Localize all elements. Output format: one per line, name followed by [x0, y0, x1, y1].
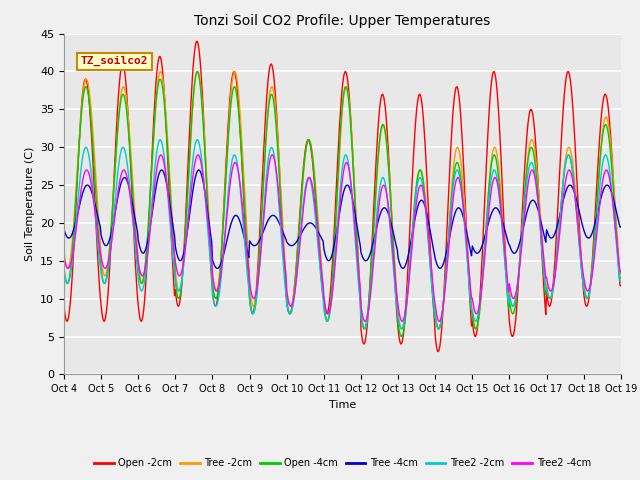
X-axis label: Time: Time — [329, 400, 356, 409]
Y-axis label: Soil Temperature (C): Soil Temperature (C) — [24, 147, 35, 261]
Tree -2cm — [60, 247, 68, 253]
Open -4cm — [60, 265, 68, 271]
Open -2cm — [389, 235, 397, 241]
Open -4cm — [335, 161, 342, 167]
Open -4cm — [445, 235, 452, 241]
Open -2cm — [193, 38, 201, 44]
Tree2 -2cm — [207, 264, 215, 269]
Tree2 -4cm — [335, 218, 342, 224]
Line: Open -2cm: Open -2cm — [64, 41, 621, 352]
Tree2 -2cm — [335, 206, 342, 212]
Legend: Open -2cm, Tree -2cm, Open -4cm, Tree -4cm, Tree2 -2cm, Tree2 -4cm: Open -2cm, Tree -2cm, Open -4cm, Tree -4… — [90, 454, 595, 472]
Title: Tonzi Soil CO2 Profile: Upper Temperatures: Tonzi Soil CO2 Profile: Upper Temperatur… — [195, 14, 490, 28]
Tree -2cm — [617, 271, 625, 276]
Tree2 -2cm — [183, 226, 191, 231]
Open -4cm — [193, 69, 201, 74]
Line: Tree -4cm: Tree -4cm — [64, 170, 621, 268]
Open -4cm — [397, 334, 405, 339]
Tree2 -4cm — [390, 257, 397, 263]
Tree2 -2cm — [445, 240, 452, 245]
Tree -2cm — [568, 151, 575, 156]
Open -2cm — [435, 349, 442, 355]
Open -4cm — [568, 160, 575, 166]
Tree2 -2cm — [617, 279, 625, 285]
Open -4cm — [182, 216, 190, 222]
Open -2cm — [335, 141, 342, 147]
Tree2 -2cm — [156, 137, 164, 143]
Tree2 -4cm — [207, 248, 215, 253]
Tree2 -4cm — [157, 152, 164, 158]
Tree -2cm — [183, 204, 191, 210]
Open -4cm — [389, 233, 397, 239]
Tree -4cm — [445, 240, 452, 246]
Line: Open -4cm: Open -4cm — [64, 72, 621, 336]
Tree -4cm — [568, 183, 575, 189]
Tree2 -4cm — [60, 254, 68, 260]
Open -4cm — [617, 276, 625, 281]
Open -4cm — [207, 259, 215, 265]
Tree2 -4cm — [361, 318, 369, 324]
Tree -4cm — [183, 231, 191, 237]
Tree2 -2cm — [568, 160, 575, 166]
Tree2 -2cm — [390, 267, 397, 273]
Tree -4cm — [213, 265, 221, 271]
Tree -4cm — [390, 230, 397, 236]
Tree -2cm — [207, 248, 215, 253]
Tree2 -4cm — [617, 269, 625, 275]
Tree -4cm — [335, 211, 343, 217]
Tree -2cm — [335, 168, 342, 174]
Open -2cm — [60, 303, 68, 309]
Tree2 -4cm — [445, 249, 452, 255]
Text: TZ_soilco2: TZ_soilco2 — [81, 56, 148, 67]
Tree -4cm — [617, 224, 625, 230]
Open -2cm — [445, 196, 452, 202]
Tree2 -4cm — [568, 171, 575, 177]
Tree -2cm — [389, 227, 397, 232]
Tree2 -2cm — [360, 326, 368, 332]
Line: Tree -2cm: Tree -2cm — [64, 72, 621, 329]
Tree -4cm — [207, 234, 215, 240]
Tree -2cm — [445, 233, 452, 239]
Tree -2cm — [398, 326, 406, 332]
Line: Tree2 -4cm: Tree2 -4cm — [64, 155, 621, 321]
Tree2 -2cm — [60, 270, 68, 276]
Open -2cm — [568, 85, 575, 91]
Tree -4cm — [157, 167, 165, 173]
Open -2cm — [207, 266, 215, 272]
Tree -4cm — [60, 227, 68, 233]
Tree2 -4cm — [183, 230, 191, 236]
Open -2cm — [617, 283, 625, 288]
Open -2cm — [182, 203, 190, 208]
Line: Tree2 -2cm: Tree2 -2cm — [64, 140, 621, 329]
Tree -2cm — [157, 69, 164, 74]
